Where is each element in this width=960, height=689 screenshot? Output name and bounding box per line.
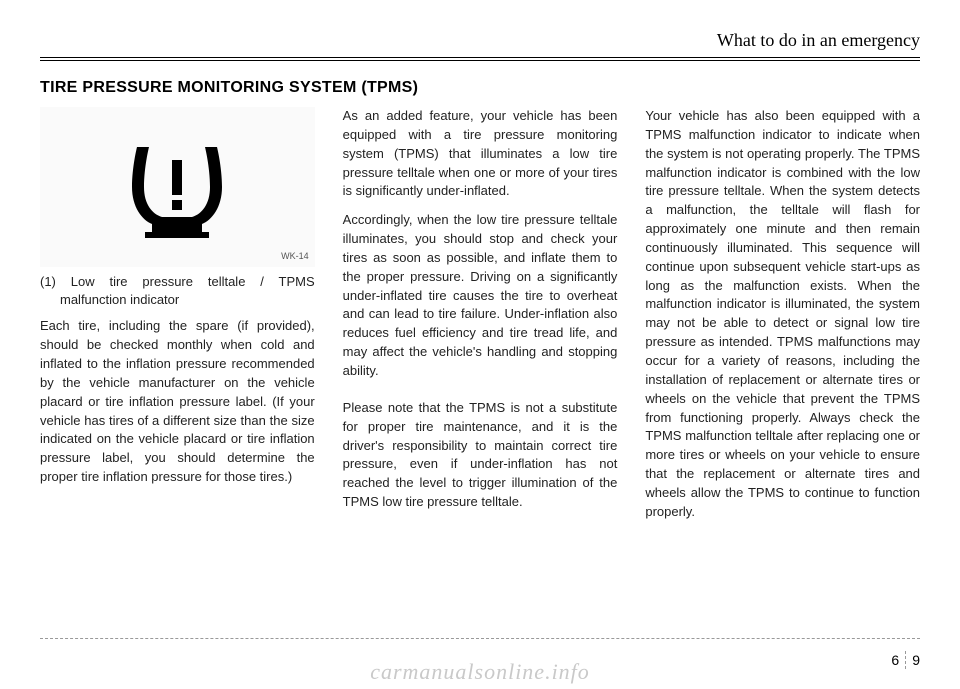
column-2: As an added feature, your vehicle has be… [343,107,618,532]
chapter-header: What to do in an emergency [40,30,920,58]
figure-label: WK-14 [281,250,309,263]
column-1: WK-14 (1) Low tire pressure telltale / T… [40,107,315,532]
tpms-figure: WK-14 [40,107,315,267]
column-3: Your vehicle has also been equipped with… [645,107,920,532]
figure-caption: (1) Low tire pressure telltale / TPMS ma… [40,273,315,309]
chapter-title: What to do in an emergency [717,30,920,50]
page-number-value: 9 [912,652,920,668]
content-columns: WK-14 (1) Low tire pressure telltale / T… [40,107,920,532]
footer-rule [40,638,920,639]
page-chapter: 6 [891,652,899,668]
col1-para1: Each tire, including the spare (if provi… [40,317,315,487]
col2-para2: Accordingly, when the low tire pressure … [343,211,618,381]
col2-para1: As an added feature, your vehicle has be… [343,107,618,201]
section-title: TIRE PRESSURE MONITORING SYSTEM (TPMS) [40,79,920,97]
header-rule [40,60,920,61]
col2-para3: Please note that the TPMS is not a subst… [343,399,618,512]
page-number: 6 9 [891,651,920,669]
col3-para1: Your vehicle has also been equipped with… [645,107,920,522]
page-separator [905,651,906,669]
watermark: carmanualsonline.info [370,659,590,685]
tpms-warning-icon [117,132,237,242]
